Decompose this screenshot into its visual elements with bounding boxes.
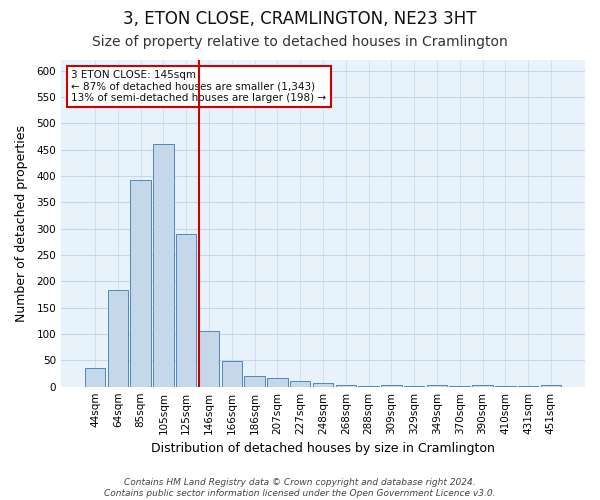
Bar <box>335 384 356 386</box>
Text: 3, ETON CLOSE, CRAMLINGTON, NE23 3HT: 3, ETON CLOSE, CRAMLINGTON, NE23 3HT <box>123 10 477 28</box>
Bar <box>381 384 401 386</box>
Text: Contains HM Land Registry data © Crown copyright and database right 2024.
Contai: Contains HM Land Registry data © Crown c… <box>104 478 496 498</box>
Bar <box>153 144 173 386</box>
Bar <box>472 385 493 386</box>
Bar <box>290 382 310 386</box>
Bar <box>427 384 447 386</box>
Bar <box>130 180 151 386</box>
Bar <box>176 234 196 386</box>
Bar <box>267 378 287 386</box>
Bar <box>107 290 128 386</box>
Text: Size of property relative to detached houses in Cramlington: Size of property relative to detached ho… <box>92 35 508 49</box>
Bar <box>85 368 105 386</box>
Text: 3 ETON CLOSE: 145sqm
← 87% of detached houses are smaller (1,343)
13% of semi-de: 3 ETON CLOSE: 145sqm ← 87% of detached h… <box>71 70 326 103</box>
Y-axis label: Number of detached properties: Number of detached properties <box>15 125 28 322</box>
Bar <box>199 332 219 386</box>
Bar <box>313 383 333 386</box>
Bar <box>221 362 242 386</box>
Bar <box>244 376 265 386</box>
X-axis label: Distribution of detached houses by size in Cramlington: Distribution of detached houses by size … <box>151 442 495 455</box>
Bar <box>541 384 561 386</box>
